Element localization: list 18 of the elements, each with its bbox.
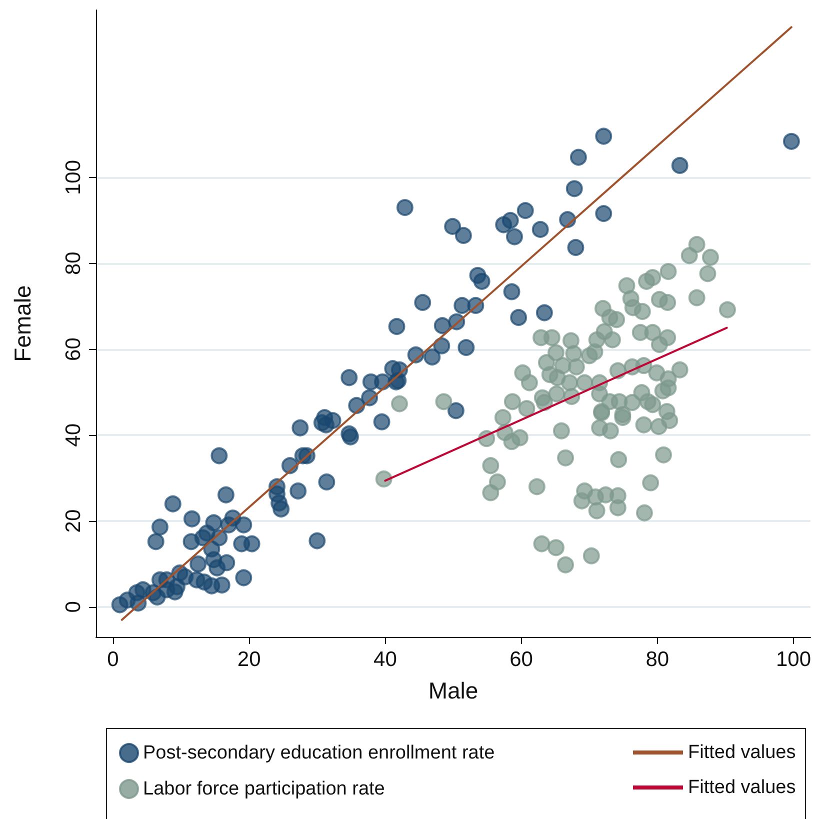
y-axis-title: Female bbox=[10, 285, 36, 362]
x-tick-label: 100 bbox=[776, 648, 812, 671]
y-tick-label: 80 bbox=[62, 252, 85, 276]
legend-label: Labor force participation rate bbox=[143, 778, 385, 800]
x-tick-label: 80 bbox=[646, 648, 670, 671]
legend-label: Fitted values bbox=[688, 742, 796, 763]
y-tick-label: 100 bbox=[62, 160, 85, 196]
legend-label: Post-secondary education enrollment rate bbox=[143, 742, 495, 764]
x-tick-label: 40 bbox=[374, 648, 397, 671]
legend-label: Fitted values bbox=[688, 777, 796, 798]
x-tick-label: 0 bbox=[107, 648, 119, 671]
x-axis-title: Male bbox=[428, 678, 478, 704]
y-tick-label: 0 bbox=[62, 601, 85, 613]
x-tick-label: 60 bbox=[510, 648, 533, 671]
y-tick-label: 60 bbox=[62, 338, 85, 361]
y-tick-label: 20 bbox=[62, 509, 85, 533]
x-tick-label: 20 bbox=[237, 648, 261, 671]
y-tick-label: 40 bbox=[62, 423, 85, 447]
